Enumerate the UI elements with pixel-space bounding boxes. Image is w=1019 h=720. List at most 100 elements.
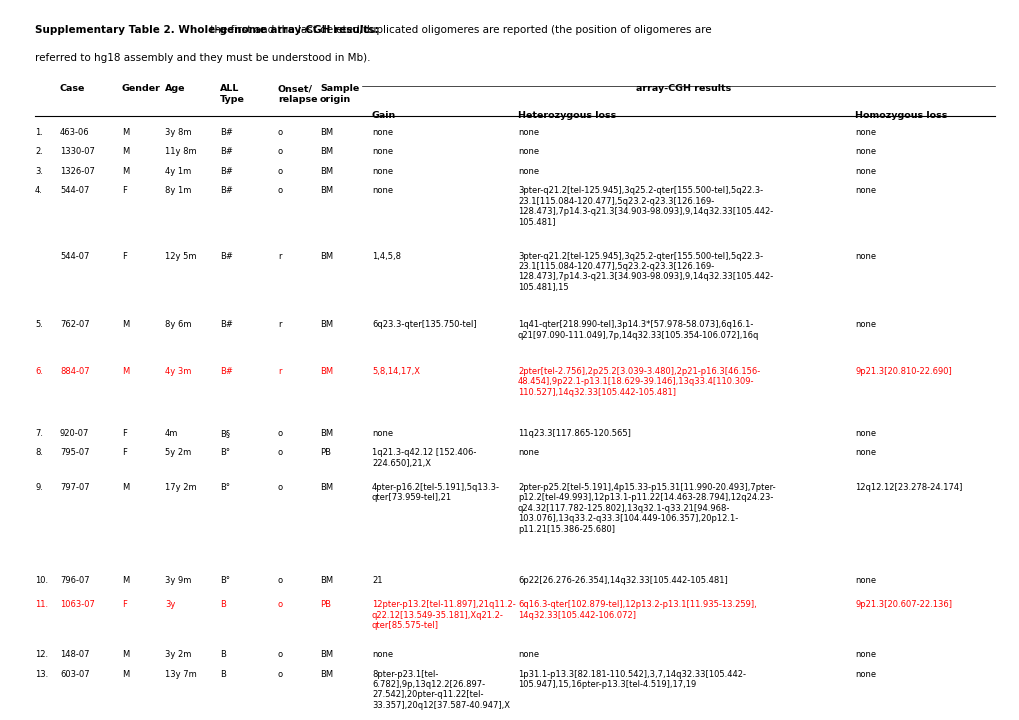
Text: 4y 3m: 4y 3m: [165, 367, 192, 376]
Text: 796-07: 796-07: [60, 576, 90, 585]
Text: 2.: 2.: [35, 148, 43, 156]
Text: 920-07: 920-07: [60, 429, 90, 438]
Text: 3y 9m: 3y 9m: [165, 576, 192, 585]
Text: M: M: [122, 320, 129, 329]
Text: F: F: [122, 429, 126, 438]
Text: none: none: [854, 148, 875, 156]
Text: BM: BM: [320, 186, 333, 195]
Text: B§: B§: [220, 429, 229, 438]
Text: 4pter-p16.2[tel-5.191],5q13.3-
qter[73.959-tel],21: 4pter-p16.2[tel-5.191],5q13.3- qter[73.9…: [372, 483, 499, 503]
Text: none: none: [372, 186, 392, 195]
Text: array-CGH results: array-CGH results: [635, 84, 731, 94]
Text: 544-07: 544-07: [60, 252, 90, 261]
Text: none: none: [518, 167, 539, 176]
Text: 4y 1m: 4y 1m: [165, 167, 192, 176]
Text: Supplementary Table 2. Whole-genome array-CGH results:: Supplementary Table 2. Whole-genome arra…: [35, 24, 378, 35]
Text: BM: BM: [320, 576, 333, 585]
Text: 6.: 6.: [35, 367, 43, 376]
Text: B°: B°: [220, 449, 229, 457]
Text: BM: BM: [320, 650, 333, 660]
Text: 3y 8m: 3y 8m: [165, 128, 192, 137]
Text: 603-07: 603-07: [60, 670, 90, 679]
Text: none: none: [518, 650, 539, 660]
Text: r: r: [278, 367, 281, 376]
Text: o: o: [278, 600, 283, 609]
Text: Gender: Gender: [122, 84, 161, 94]
Text: none: none: [854, 167, 875, 176]
Text: 8y 1m: 8y 1m: [165, 186, 192, 195]
Text: M: M: [122, 650, 129, 660]
Text: 1p31.1-p13.3[82.181-110.542],3,7,14q32.33[105.442-
105.947],15,16pter-p13.3[tel-: 1p31.1-p13.3[82.181-110.542],3,7,14q32.3…: [518, 670, 745, 689]
Text: 1,4,5,8: 1,4,5,8: [372, 252, 400, 261]
Text: 463-06: 463-06: [60, 128, 90, 137]
Text: 11q23.3[117.865-120.565]: 11q23.3[117.865-120.565]: [518, 429, 631, 438]
Text: none: none: [854, 650, 875, 660]
Text: B#: B#: [220, 252, 232, 261]
Text: BM: BM: [320, 670, 333, 679]
Text: BM: BM: [320, 148, 333, 156]
Text: BM: BM: [320, 429, 333, 438]
Text: 795-07: 795-07: [60, 449, 90, 457]
Text: 9p21.3[20.607-22.136]: 9p21.3[20.607-22.136]: [854, 600, 951, 609]
Text: 12q12.12[23.278-24.174]: 12q12.12[23.278-24.174]: [854, 483, 962, 492]
Text: o: o: [278, 449, 283, 457]
Text: B°: B°: [220, 576, 229, 585]
Text: 1q41-qter[218.990-tel],3p14.3*[57.978-58.073],6q16.1-
q21[97.090-111.049],7p,14q: 1q41-qter[218.990-tel],3p14.3*[57.978-58…: [518, 320, 758, 340]
Text: 2pter-p25.2[tel-5.191],4p15.33-p15.31[11.990-20.493],7pter-
p12.2[tel-49.993],12: 2pter-p25.2[tel-5.191],4p15.33-p15.31[11…: [518, 483, 774, 534]
Text: 5,8,14,17,X: 5,8,14,17,X: [372, 367, 420, 376]
Text: o: o: [278, 167, 283, 176]
Text: referred to hg18 assembly and they must be understood in Mb).: referred to hg18 assembly and they must …: [35, 53, 370, 63]
Text: 1q21.3-q42.12 [152.406-
224.650],21,X: 1q21.3-q42.12 [152.406- 224.650],21,X: [372, 449, 476, 468]
Text: Heterozygous loss: Heterozygous loss: [518, 111, 615, 120]
Text: B: B: [220, 670, 225, 679]
Text: B#: B#: [220, 148, 232, 156]
Text: none: none: [372, 148, 392, 156]
Text: none: none: [854, 128, 875, 137]
Text: none: none: [854, 320, 875, 329]
Text: ALL
Type: ALL Type: [220, 84, 245, 104]
Text: F: F: [122, 600, 126, 609]
Text: 9.: 9.: [35, 483, 43, 492]
Text: Case: Case: [60, 84, 86, 94]
Text: none: none: [372, 650, 392, 660]
Text: BM: BM: [320, 320, 333, 329]
Text: 1326-07: 1326-07: [60, 167, 95, 176]
Text: none: none: [854, 449, 875, 457]
Text: BM: BM: [320, 483, 333, 492]
Text: M: M: [122, 576, 129, 585]
Text: 1330-07: 1330-07: [60, 148, 95, 156]
Text: 884-07: 884-07: [60, 367, 90, 376]
Text: o: o: [278, 186, 283, 195]
Text: o: o: [278, 650, 283, 660]
Text: Gain: Gain: [372, 111, 395, 120]
Text: M: M: [122, 167, 129, 176]
Text: 8y 6m: 8y 6m: [165, 320, 192, 329]
Text: 3pter-q21.2[tel-125.945],3q25.2-qter[155.500-tel],5q22.3-
23.1[115.084-120.477],: 3pter-q21.2[tel-125.945],3q25.2-qter[155…: [518, 252, 772, 292]
Text: 3pter-q21.2[tel-125.945],3q25.2-qter[155.500-tel],5q22.3-
23.1[115.084-120.477],: 3pter-q21.2[tel-125.945],3q25.2-qter[155…: [518, 186, 772, 226]
Text: 4.: 4.: [35, 186, 43, 195]
Text: none: none: [518, 128, 539, 137]
Text: 3.: 3.: [35, 167, 43, 176]
Text: BM: BM: [320, 167, 333, 176]
Text: B°: B°: [220, 483, 229, 492]
Text: o: o: [278, 483, 283, 492]
Text: none: none: [372, 167, 392, 176]
Text: 5.: 5.: [35, 320, 43, 329]
Text: B#: B#: [220, 320, 232, 329]
Text: 11.: 11.: [35, 600, 48, 609]
Text: 21: 21: [372, 576, 382, 585]
Text: B#: B#: [220, 186, 232, 195]
Text: B: B: [220, 600, 225, 609]
Text: B#: B#: [220, 128, 232, 137]
Text: r: r: [278, 252, 281, 261]
Text: Sample
origin: Sample origin: [320, 84, 359, 104]
Text: 12y 5m: 12y 5m: [165, 252, 197, 261]
Text: 544-07: 544-07: [60, 186, 90, 195]
Text: 7.: 7.: [35, 429, 43, 438]
Text: PB: PB: [320, 449, 331, 457]
Text: none: none: [854, 576, 875, 585]
Text: 12pter-p13.2[tel-11.897],21q11.2-
q22.12[13.549-35.181],Xq21.2-
qter[85.575-tel]: 12pter-p13.2[tel-11.897],21q11.2- q22.12…: [372, 600, 516, 630]
Text: 1.: 1.: [35, 128, 43, 137]
Text: 8.: 8.: [35, 449, 43, 457]
Text: Age: Age: [165, 84, 185, 94]
